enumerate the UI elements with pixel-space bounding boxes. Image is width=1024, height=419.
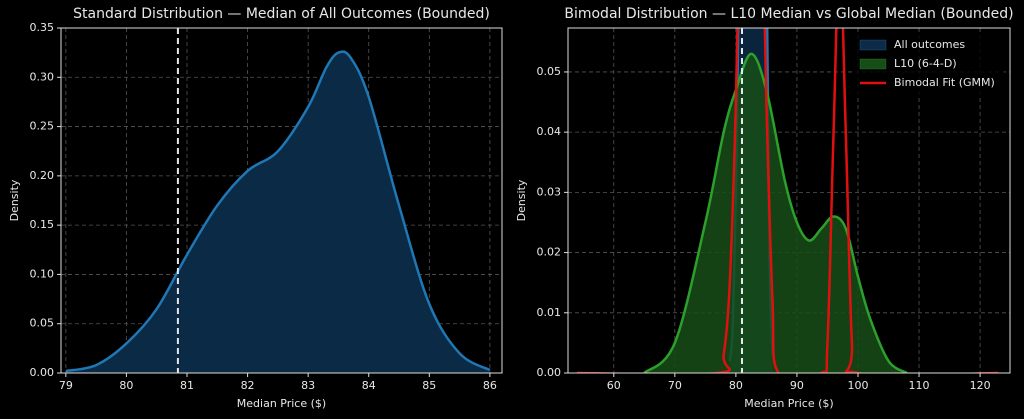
x-tick-label: 80 xyxy=(729,379,743,392)
density-line xyxy=(577,28,999,373)
x-axis-label: Median Price ($) xyxy=(237,397,326,410)
x-tick-label: 100 xyxy=(847,379,868,392)
legend-label: All outcomes xyxy=(894,38,965,51)
density-line xyxy=(643,52,908,373)
plot-area xyxy=(577,28,999,373)
y-tick-label: 0.02 xyxy=(537,246,562,259)
x-tick-label: 86 xyxy=(483,379,497,392)
y-tick-label: 0.04 xyxy=(537,125,562,138)
x-tick-label: 85 xyxy=(422,379,436,392)
x-axis-label: Median Price ($) xyxy=(744,397,833,410)
legend-box xyxy=(852,34,1004,96)
y-tick-label: 0.15 xyxy=(30,218,55,231)
x-tick-label: 90 xyxy=(790,379,804,392)
y-tick-label: 0.30 xyxy=(30,70,55,83)
legend-label: L10 (6-4-D) xyxy=(894,57,957,70)
y-tick-label: 0.20 xyxy=(30,169,55,182)
density-line xyxy=(65,50,491,373)
x-tick-label: 83 xyxy=(301,379,315,392)
x-tick-label: 82 xyxy=(241,379,255,392)
plot-area xyxy=(65,50,491,373)
y-tick-label: 0.01 xyxy=(537,306,562,319)
area-fill xyxy=(65,51,490,373)
area-fill xyxy=(644,53,907,373)
x-tick-label: 70 xyxy=(668,379,682,392)
y-tick-label: 0.35 xyxy=(30,21,55,34)
x-tick-label: 84 xyxy=(362,379,376,392)
y-tick-label: 0.10 xyxy=(30,267,55,280)
y-tick-label: 0.05 xyxy=(30,317,55,330)
y-axis-label: Density xyxy=(8,179,21,221)
plot-frame xyxy=(60,27,503,374)
x-tick-label: 81 xyxy=(180,379,194,392)
legend-swatch xyxy=(859,39,887,51)
plot-frame xyxy=(567,27,1011,374)
y-tick-label: 0.00 xyxy=(30,366,55,379)
y-tick-label: 0.25 xyxy=(30,120,55,133)
legend-label: Bimodal Fit (GMM) xyxy=(894,76,995,89)
x-tick-label: 79 xyxy=(59,379,73,392)
x-tick-label: 110 xyxy=(909,379,930,392)
chart-title: Standard Distribution — Median of All Ou… xyxy=(73,6,490,22)
y-tick-label: 0.03 xyxy=(537,185,562,198)
x-tick-label: 120 xyxy=(970,379,991,392)
legend-swatch xyxy=(859,58,887,70)
y-axis-label: Density xyxy=(515,179,528,221)
x-tick-label: 80 xyxy=(119,379,133,392)
chart-title: Bimodal Distribution — L10 Median vs Glo… xyxy=(564,6,1013,22)
y-tick-label: 0.00 xyxy=(537,366,562,379)
y-tick-label: 0.05 xyxy=(537,65,562,78)
x-tick-label: 60 xyxy=(607,379,621,392)
